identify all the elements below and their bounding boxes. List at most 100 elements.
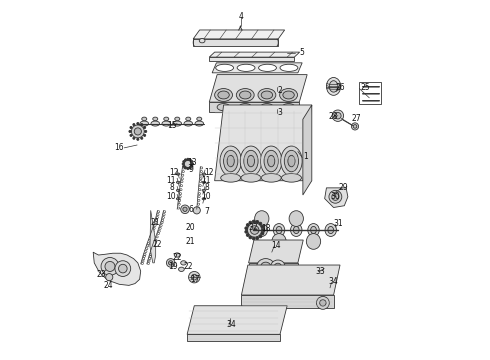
Text: 34: 34: [226, 320, 236, 329]
Text: 20: 20: [186, 222, 196, 231]
Ellipse shape: [247, 223, 262, 237]
Text: 18: 18: [261, 224, 270, 233]
Ellipse shape: [249, 221, 252, 224]
Ellipse shape: [294, 226, 299, 234]
Ellipse shape: [202, 198, 206, 200]
Polygon shape: [242, 295, 334, 307]
Ellipse shape: [151, 121, 160, 126]
Ellipse shape: [246, 234, 249, 237]
Ellipse shape: [237, 64, 255, 71]
Text: 28: 28: [329, 112, 338, 121]
Ellipse shape: [223, 150, 238, 172]
Ellipse shape: [311, 226, 317, 234]
Ellipse shape: [175, 117, 180, 121]
Ellipse shape: [192, 163, 194, 165]
Ellipse shape: [164, 117, 169, 121]
Text: 29: 29: [339, 183, 348, 192]
Polygon shape: [187, 334, 280, 342]
Ellipse shape: [317, 296, 329, 309]
Ellipse shape: [191, 161, 193, 163]
Text: 7: 7: [204, 207, 209, 216]
Ellipse shape: [261, 146, 282, 176]
Ellipse shape: [105, 261, 115, 271]
Text: 21: 21: [186, 237, 196, 246]
Ellipse shape: [261, 232, 264, 235]
Ellipse shape: [256, 224, 268, 237]
Ellipse shape: [176, 189, 180, 192]
Ellipse shape: [258, 89, 276, 102]
Ellipse shape: [328, 226, 334, 234]
Text: 2: 2: [278, 86, 282, 95]
Text: 27: 27: [352, 114, 361, 123]
Text: 12: 12: [204, 168, 213, 177]
Ellipse shape: [220, 174, 241, 182]
Ellipse shape: [202, 189, 206, 192]
Ellipse shape: [240, 91, 251, 99]
Text: 8: 8: [204, 183, 209, 192]
Ellipse shape: [134, 128, 142, 135]
Polygon shape: [248, 263, 298, 272]
Ellipse shape: [182, 163, 184, 165]
Ellipse shape: [153, 117, 158, 121]
Ellipse shape: [191, 165, 193, 167]
Text: 22: 22: [172, 253, 182, 262]
Ellipse shape: [133, 123, 135, 126]
Ellipse shape: [274, 263, 281, 270]
Polygon shape: [242, 265, 340, 295]
Text: 25: 25: [361, 83, 370, 92]
Ellipse shape: [176, 181, 180, 183]
Ellipse shape: [270, 260, 285, 273]
Ellipse shape: [176, 173, 180, 175]
Ellipse shape: [176, 198, 180, 200]
Ellipse shape: [133, 137, 135, 139]
Ellipse shape: [252, 220, 255, 223]
Ellipse shape: [174, 253, 180, 257]
Ellipse shape: [281, 174, 301, 182]
Polygon shape: [215, 105, 312, 181]
Ellipse shape: [261, 174, 281, 182]
Ellipse shape: [145, 130, 147, 132]
Polygon shape: [212, 63, 302, 73]
Ellipse shape: [140, 121, 148, 126]
Ellipse shape: [245, 230, 247, 233]
Polygon shape: [193, 39, 278, 46]
Ellipse shape: [289, 211, 303, 226]
Ellipse shape: [281, 146, 302, 176]
Ellipse shape: [262, 229, 265, 231]
Ellipse shape: [308, 224, 319, 237]
Ellipse shape: [319, 300, 326, 306]
Ellipse shape: [256, 237, 259, 240]
Ellipse shape: [173, 121, 182, 126]
Text: 17: 17: [190, 275, 200, 284]
Text: 4: 4: [239, 12, 244, 21]
Ellipse shape: [119, 264, 127, 273]
Ellipse shape: [282, 104, 295, 111]
Ellipse shape: [250, 226, 259, 234]
Ellipse shape: [199, 39, 205, 43]
Text: 24: 24: [104, 281, 113, 290]
Polygon shape: [303, 105, 312, 195]
Ellipse shape: [189, 271, 200, 283]
Ellipse shape: [218, 91, 229, 99]
Ellipse shape: [268, 156, 275, 167]
Text: 23: 23: [97, 270, 106, 279]
Polygon shape: [325, 188, 348, 207]
Ellipse shape: [131, 125, 144, 138]
Ellipse shape: [216, 64, 234, 71]
Text: 11: 11: [202, 176, 211, 185]
Ellipse shape: [259, 235, 262, 238]
Ellipse shape: [329, 190, 342, 203]
Ellipse shape: [261, 104, 273, 111]
Ellipse shape: [183, 207, 187, 211]
Text: 21: 21: [150, 218, 160, 227]
Text: 1: 1: [303, 152, 308, 161]
Ellipse shape: [141, 123, 143, 126]
Ellipse shape: [115, 261, 131, 276]
Ellipse shape: [195, 121, 203, 126]
Text: 22: 22: [184, 262, 194, 271]
Ellipse shape: [193, 207, 200, 214]
Polygon shape: [209, 102, 299, 112]
Ellipse shape: [186, 117, 191, 121]
Ellipse shape: [129, 130, 131, 132]
Ellipse shape: [181, 205, 189, 213]
